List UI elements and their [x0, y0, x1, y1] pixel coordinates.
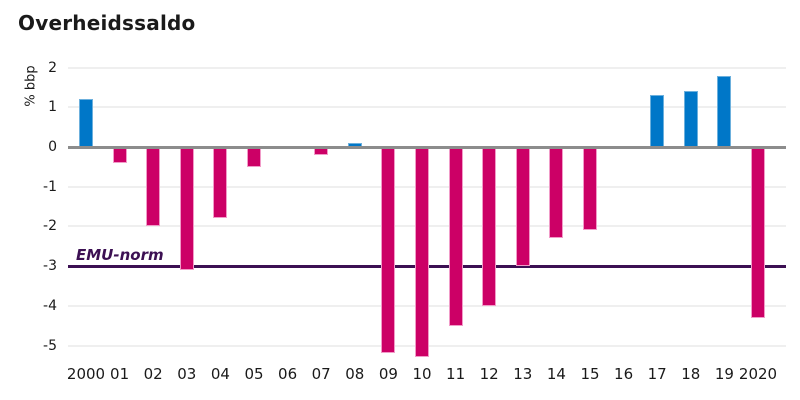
x-tick-label: 19 [714, 365, 734, 383]
bar-01 [112, 147, 127, 163]
x-tick-label: 10 [412, 365, 432, 383]
bar-2000 [79, 99, 93, 147]
x-tick-label: 12 [479, 365, 499, 383]
bar-09 [381, 147, 396, 354]
x-tick-label: 2020 [738, 365, 778, 383]
x-tick-label: 07 [311, 365, 331, 383]
bar-02 [146, 147, 161, 227]
x-tick-label: 14 [546, 365, 566, 383]
x-tick-label: 11 [446, 365, 466, 383]
y-tick-label: -1 [43, 178, 57, 195]
y-tick-label: -5 [43, 337, 57, 354]
y-tick-label: -4 [43, 297, 57, 314]
x-tick-label: 16 [614, 365, 634, 383]
bar-11 [448, 147, 463, 326]
y-tick-label: 0 [48, 139, 57, 155]
x-tick-label: 03 [177, 365, 197, 383]
bar-14 [549, 147, 564, 239]
y-tick-label: -2 [43, 218, 57, 235]
x-tick-label: 18 [681, 365, 701, 383]
x-tick-label: 05 [244, 365, 264, 383]
bar-19 [717, 75, 732, 147]
bar-18 [683, 91, 698, 147]
x-tick-label: 13 [513, 365, 533, 383]
bar-2020 [751, 147, 765, 318]
bar-15 [583, 147, 597, 231]
x-tick-label: 15 [580, 365, 600, 383]
emu-norm-label: EMU-norm [76, 246, 164, 264]
x-tick-label: 02 [143, 365, 163, 383]
gridline [68, 106, 786, 109]
bar-10 [415, 147, 429, 358]
gridline [68, 66, 786, 69]
x-tick-label: 06 [278, 365, 298, 383]
y-tick-label: -3 [43, 258, 57, 275]
x-tick-label: 04 [210, 365, 230, 383]
bar-05 [247, 147, 261, 167]
bar-12 [482, 147, 497, 306]
x-tick-label: 17 [647, 365, 667, 383]
zero-line [68, 145, 786, 149]
y-tick-label: 1 [48, 99, 57, 116]
x-tick-label: 2000 [66, 365, 106, 383]
bar-03 [179, 147, 194, 271]
bar-04 [213, 147, 228, 219]
bar-17 [650, 95, 665, 147]
x-tick-label: 09 [378, 365, 398, 383]
y-tick-label: 2 [48, 59, 57, 76]
x-tick-label: 08 [345, 365, 365, 383]
bar-13 [515, 147, 530, 267]
x-tick-label: 01 [110, 365, 130, 383]
chart-title: Overheidssaldo [18, 11, 196, 35]
